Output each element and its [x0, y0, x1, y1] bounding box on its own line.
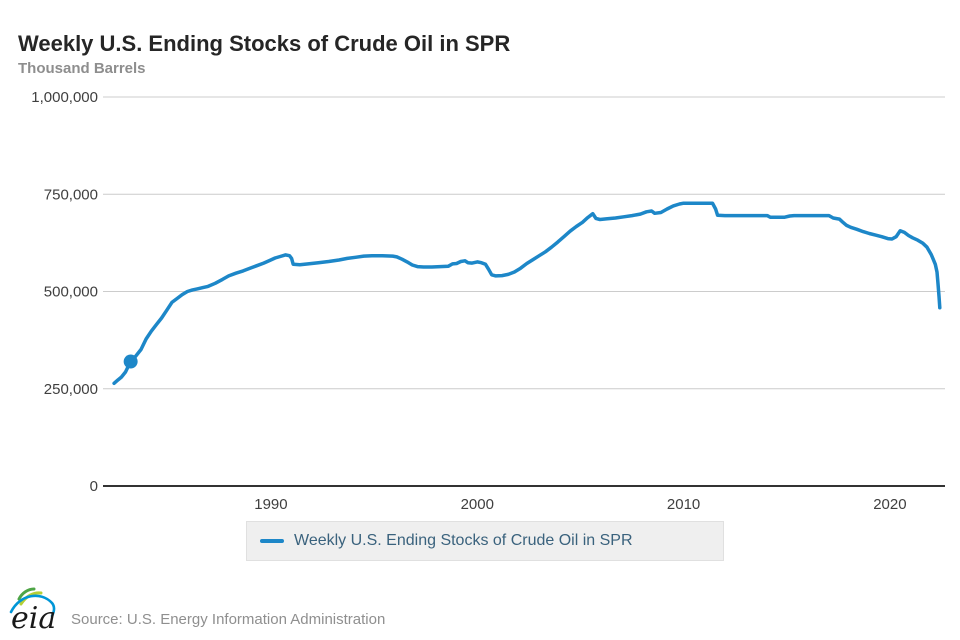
eia-logo-green-arc	[17, 587, 36, 601]
x-tick-label: 2020	[873, 496, 906, 513]
legend-line-swatch	[260, 539, 284, 543]
y-tick-label: 1,000,000	[31, 89, 98, 106]
eia-logo: eia	[9, 587, 56, 632]
x-tick-label: 2000	[461, 496, 494, 513]
highlighted-point[interactable]	[123, 354, 138, 369]
source-text: Source: U.S. Energy Information Administ…	[71, 611, 386, 628]
y-tick-label: 500,000	[44, 284, 98, 301]
y-tick-label: 750,000	[44, 186, 98, 203]
eia-logo-text: eia	[11, 601, 56, 632]
y-tick-label: 250,000	[44, 381, 98, 398]
eia-logo-blue-arc	[9, 594, 56, 618]
series-line[interactable]	[112, 201, 942, 386]
chart-title: Weekly U.S. Ending Stocks of Crude Oil i…	[18, 30, 511, 56]
chart-units-label: Thousand Barrels	[18, 60, 146, 77]
x-tick-label: 2010	[667, 496, 700, 513]
legend-label: Weekly U.S. Ending Stocks of Crude Oil i…	[294, 532, 633, 549]
y-tick-label: 0	[90, 478, 98, 495]
legend[interactable]: Weekly U.S. Ending Stocks of Crude Oil i…	[246, 521, 724, 561]
x-tick-label: 1990	[254, 496, 287, 513]
